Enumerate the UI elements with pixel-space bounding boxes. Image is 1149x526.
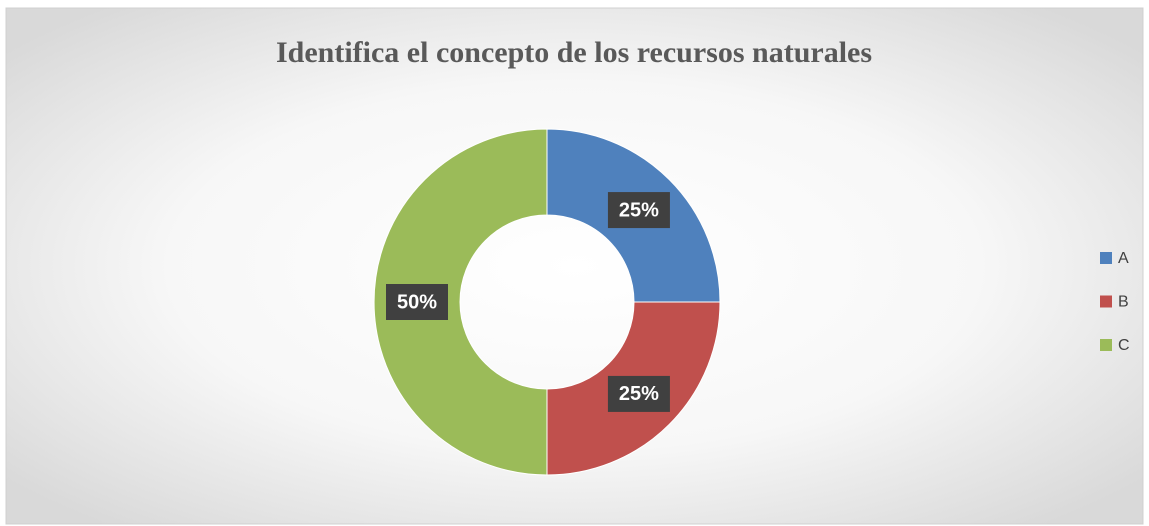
data-label-box — [386, 284, 448, 320]
legend-swatch — [1100, 339, 1112, 351]
legend-label: B — [1118, 294, 1129, 311]
legend-swatch — [1100, 252, 1112, 264]
legend-label: C — [1118, 337, 1130, 354]
data-label: 25% — [619, 383, 659, 405]
data-label: 25% — [619, 199, 659, 221]
donut-slice — [373, 128, 548, 476]
chart-title: Identifica el concepto de los recursos n… — [276, 36, 872, 69]
legend-swatch — [1100, 295, 1112, 308]
data-label: 50% — [397, 291, 437, 313]
data-label-box — [607, 192, 670, 229]
data-label-box — [607, 375, 670, 412]
legend-label: A — [1118, 250, 1129, 267]
